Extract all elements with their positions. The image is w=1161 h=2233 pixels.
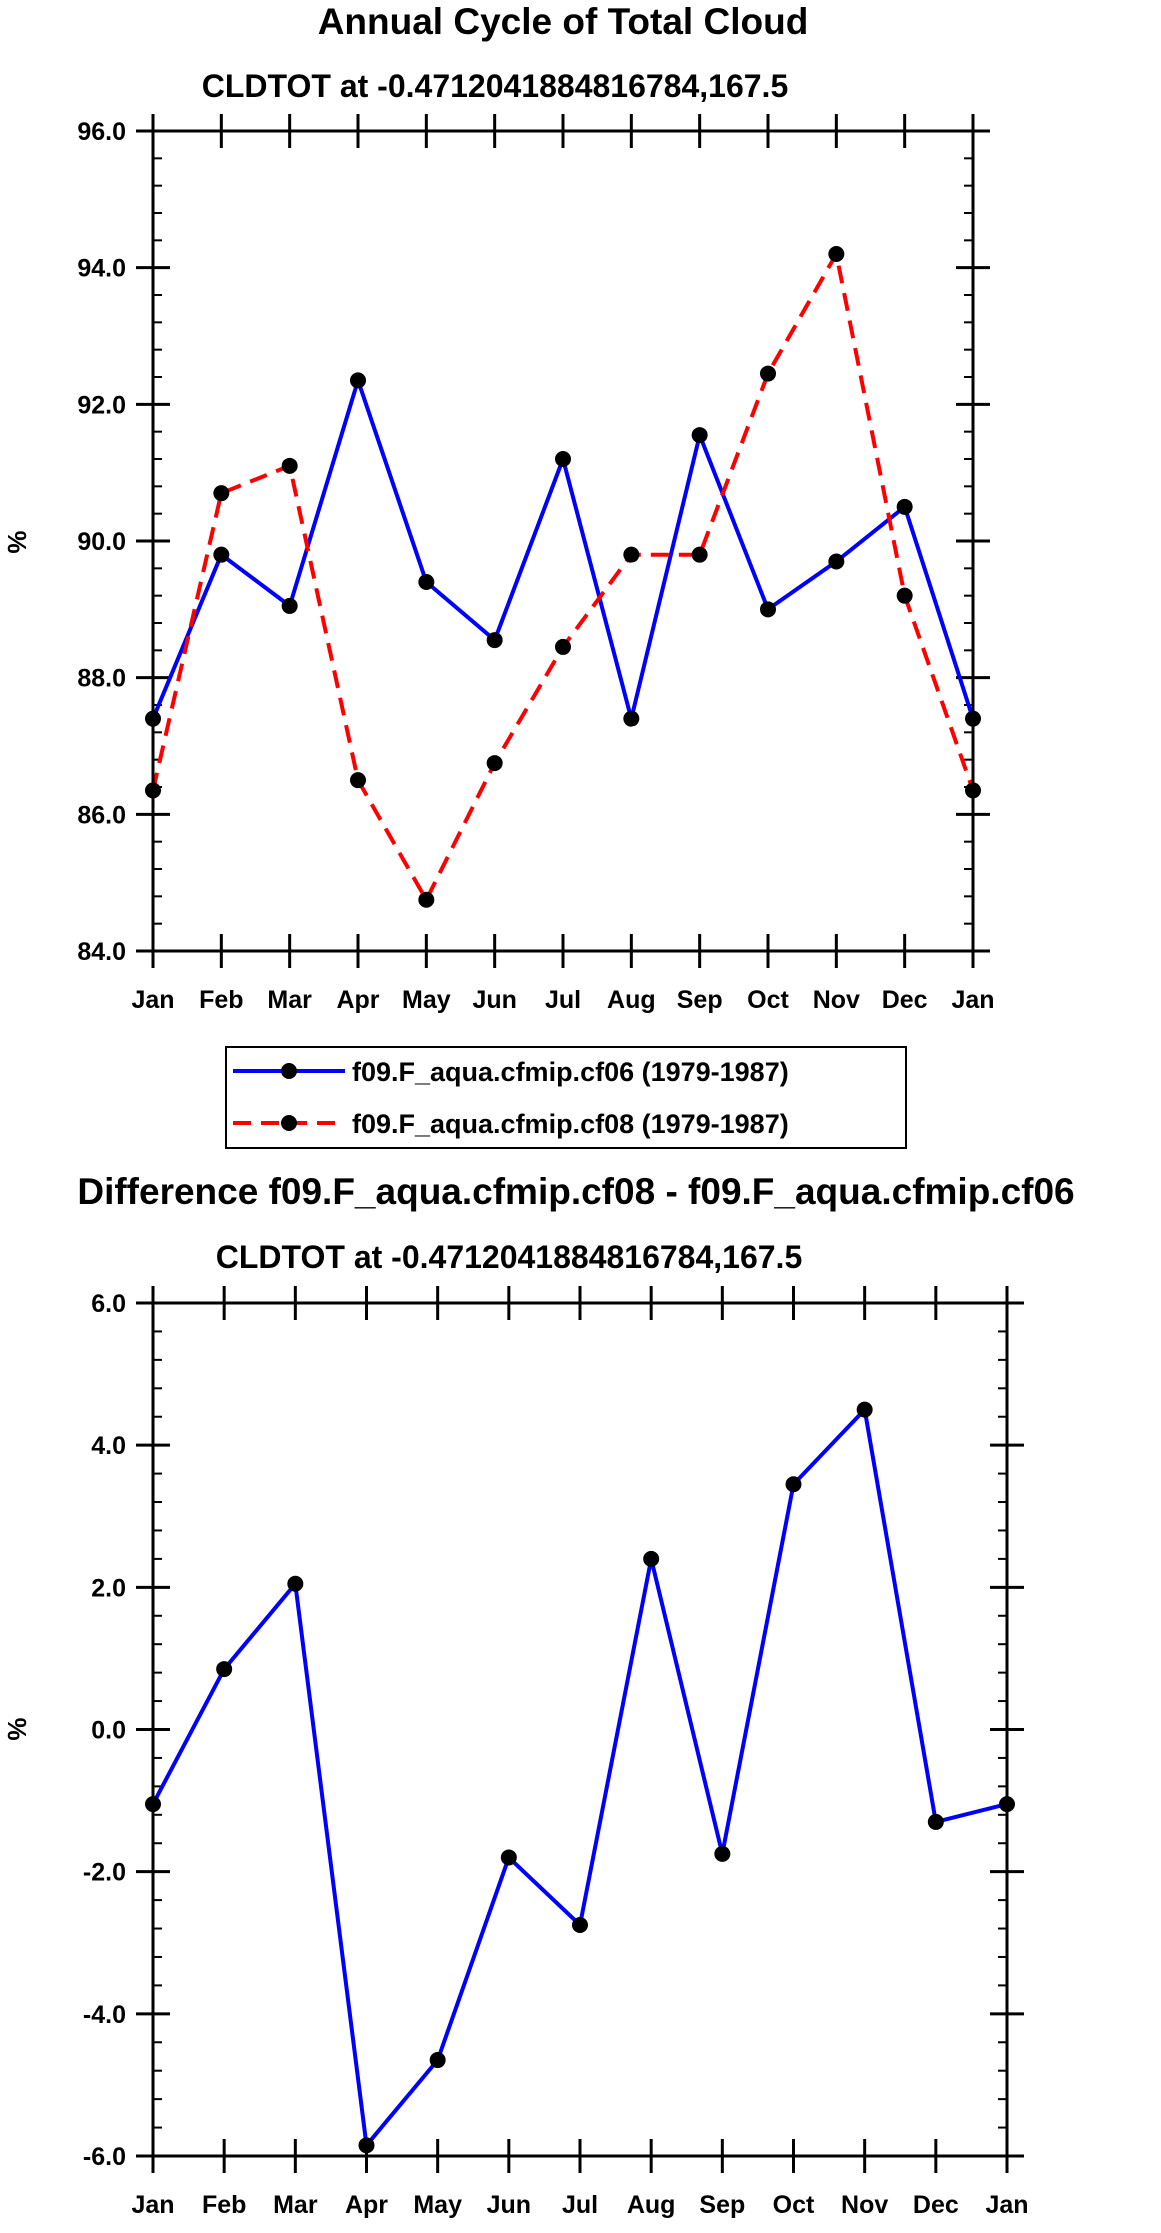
y-tick-label: -6.0 — [83, 2143, 126, 2171]
x-tick-label: Sep — [699, 2191, 745, 2219]
data-point-2-0 — [714, 1845, 731, 1862]
data-point-1-1 — [281, 457, 298, 474]
y-tick-label: 88.0 — [77, 665, 126, 693]
data-point-1-0 — [828, 553, 845, 570]
data-point-2-0 — [429, 2052, 446, 2069]
x-tick-label: Oct — [773, 2191, 815, 2219]
data-point-1-1 — [418, 891, 435, 908]
x-tick-label: Jul — [545, 986, 581, 1014]
x-tick-label: Jul — [562, 2191, 598, 2219]
x-tick-label: May — [402, 986, 451, 1014]
chart2-title: Difference f09.F_aqua.cfmip.cf08 - f09.F… — [77, 1171, 1074, 1212]
data-point-1-1 — [213, 485, 230, 502]
data-point-2-0 — [856, 1401, 873, 1418]
x-tick-label: Oct — [747, 986, 789, 1014]
difference-chart: Difference f09.F_aqua.cfmip.cf08 - f09.F… — [2, 1171, 1075, 2219]
x-tick-label: Mar — [267, 986, 312, 1014]
y-tick-label: 92.0 — [77, 391, 126, 419]
y-tick-label: -2.0 — [83, 1859, 126, 1887]
data-point-2-0 — [216, 1661, 233, 1678]
data-point-1-1 — [760, 365, 776, 382]
y-tick-label: 94.0 — [77, 255, 126, 283]
data-point-1-1 — [896, 587, 913, 604]
chart2-ylabel: % — [2, 1717, 32, 1740]
x-tick-label: Jun — [472, 986, 516, 1014]
data-point-1-0 — [213, 546, 230, 563]
legend-box — [225, 1046, 907, 1149]
x-tick-label: Aug — [607, 986, 656, 1014]
series-line-1-1 — [151, 248, 975, 905]
y-tick-label: 86.0 — [77, 801, 126, 829]
chart1-subtitle: CLDTOT at -0.4712041884816784,167.5 — [202, 68, 788, 104]
chart1-legend: f09.F_aqua.cfmip.cf06 (1979-1987) f09.F_… — [225, 1046, 907, 1149]
y-tick-label: 6.0 — [91, 1290, 126, 1318]
x-tick-label: Dec — [882, 986, 928, 1014]
chart1-plot-area: 84.0 86.0 88.0 90.0 92.0 94.0 96.0 Jan Feb Mar Apr… — [77, 114, 995, 1014]
chart1-ylabel: % — [2, 530, 32, 553]
x-tick-label: Nov — [813, 986, 860, 1014]
x-tick-label: Nov — [841, 2191, 888, 2219]
data-point-1-1 — [623, 546, 640, 563]
x-tick-label: Mar — [273, 2191, 318, 2219]
chart2-subtitle: CLDTOT at -0.4712041884816784,167.5 — [216, 1239, 802, 1275]
data-point-1-0 — [555, 451, 571, 467]
x-tick-label: Jan — [951, 986, 994, 1014]
data-point-2-0 — [287, 1575, 304, 1592]
data-point-1-0 — [896, 498, 913, 515]
x-tick-label: Jan — [131, 2191, 174, 2219]
x-tick-label: Feb — [199, 986, 243, 1014]
data-point-1-1 — [486, 755, 503, 772]
plot-frame — [151, 1301, 1009, 2158]
data-point-2-0 — [927, 1813, 944, 1830]
y-tick-label: 90.0 — [77, 528, 126, 556]
data-point-1-1 — [828, 246, 845, 262]
x-tick-label: Apr — [345, 2191, 388, 2219]
annual-cycle-chart: Annual Cycle of Total Cloud CLDTOT at -0… — [2, 1, 995, 1014]
x-tick-label: Dec — [913, 2191, 959, 2219]
y-tick-label: 96.0 — [77, 118, 126, 146]
data-point-1-0 — [486, 632, 503, 649]
data-point-1-0 — [350, 372, 366, 389]
y-tick-label: 4.0 — [91, 1432, 126, 1460]
y-tick-label: 84.0 — [77, 938, 126, 966]
x-tick-label: May — [413, 2191, 462, 2219]
x-tick-label: Feb — [202, 2191, 246, 2219]
chart2-plot-area: -6.0 -4.0 -2.0 0.0 2.0 4.0 6.0 Jan Feb Mar Apr May J… — [83, 1286, 1029, 2219]
y-tick-label: 2.0 — [91, 1574, 126, 1602]
data-point-2-0 — [785, 1476, 802, 1493]
series-line-2-0 — [151, 1405, 1008, 2151]
x-tick-label: Jun — [487, 2191, 531, 2219]
plot-frame — [151, 129, 975, 953]
x-tick-label: Jan — [131, 986, 174, 1014]
legend-marker-cf06 — [281, 1063, 297, 1079]
data-point-2-0 — [572, 1916, 588, 1933]
data-point-2-0 — [643, 1550, 660, 1567]
legend-marker-cf08 — [281, 1115, 297, 1131]
x-tick-label: Apr — [336, 986, 379, 1014]
y-tick-label: 0.0 — [91, 1717, 126, 1745]
x-tick-label: Sep — [677, 986, 723, 1014]
data-point-1-1 — [555, 638, 571, 655]
series-line-1-0 — [151, 373, 975, 720]
data-point-1-0 — [281, 597, 298, 614]
data-point-1-0 — [691, 427, 708, 444]
data-point-2-0 — [500, 1849, 517, 1866]
data-point-1-0 — [623, 710, 640, 727]
data-point-1-1 — [691, 546, 708, 563]
data-point-1-0 — [760, 601, 776, 618]
data-point-2-0 — [358, 2137, 375, 2154]
legend-label-cf08: f09.F_aqua.cfmip.cf08 (1979-1987) — [352, 1109, 789, 1139]
data-point-1-1 — [350, 772, 366, 789]
legend-label-cf06: f09.F_aqua.cfmip.cf06 (1979-1987) — [352, 1057, 789, 1087]
chart1-title: Annual Cycle of Total Cloud — [318, 1, 809, 42]
data-point-1-0 — [418, 574, 435, 590]
x-tick-label: Jan — [985, 2191, 1028, 2219]
x-tick-label: Aug — [627, 2191, 676, 2219]
y-tick-label: -4.0 — [83, 2001, 126, 2029]
